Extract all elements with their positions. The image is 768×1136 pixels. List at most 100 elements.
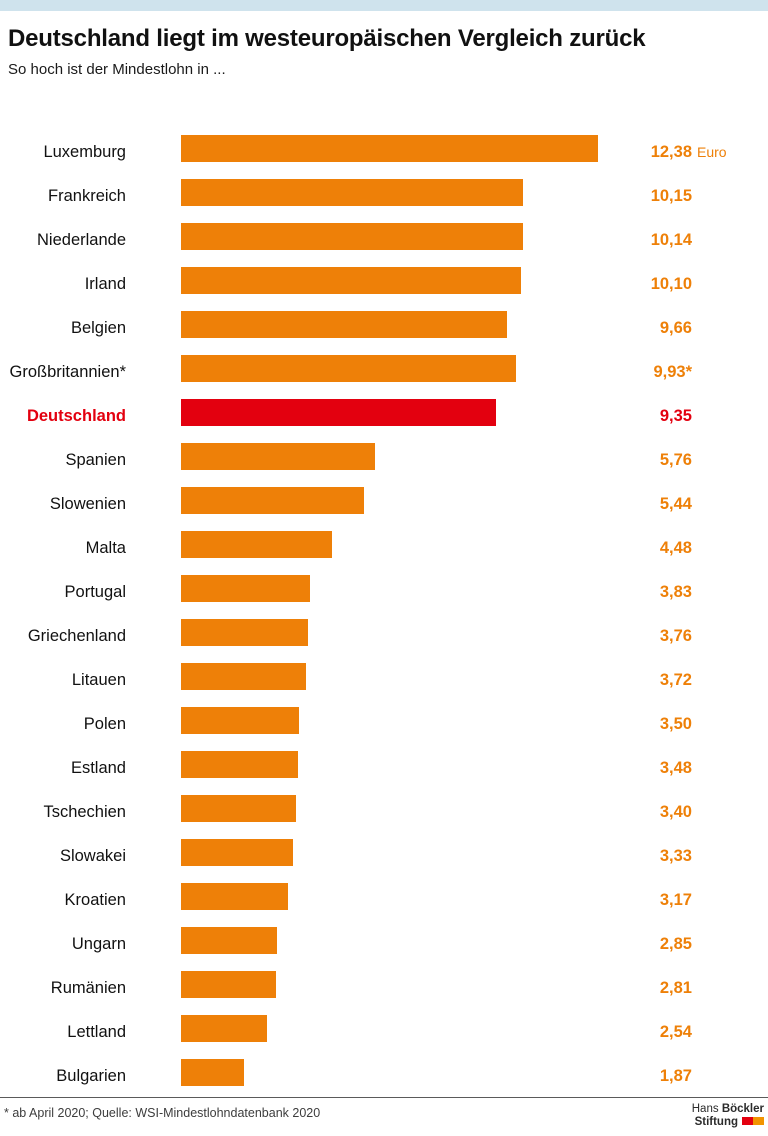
bar-track bbox=[181, 922, 601, 966]
bar-row: Rumänien 2,81 bbox=[0, 966, 768, 1010]
bar-row-label: Lettland bbox=[67, 1023, 126, 1041]
bar-value-number: 9,66 bbox=[659, 319, 692, 337]
bar-value-label: 2,81 bbox=[640, 966, 768, 1010]
bar-value-label: 3,40 bbox=[640, 790, 768, 834]
bar-row: Litauen 3,72 bbox=[0, 658, 768, 702]
bar-row: Portugal 3,83 bbox=[0, 570, 768, 614]
bar-row-label: Luxemburg bbox=[43, 143, 126, 161]
bar-row: Niederlande 10,14 bbox=[0, 218, 768, 262]
bar-value-number: 2,81 bbox=[659, 979, 692, 997]
bar-value-number: 3,40 bbox=[659, 803, 692, 821]
bar-row: Luxemburg 12,38 Euro bbox=[0, 130, 768, 174]
bar-value-number: 9,93* bbox=[653, 363, 692, 381]
bar-value-number: 5,44 bbox=[659, 495, 692, 513]
bar-track bbox=[181, 570, 601, 614]
bar bbox=[181, 795, 296, 822]
bar-row-label: Ungarn bbox=[71, 935, 126, 953]
bar-value-unit: Euro bbox=[697, 144, 727, 160]
bar bbox=[181, 531, 332, 558]
bar-row: Belgien 9,66 bbox=[0, 306, 768, 350]
bar-row: Kroatien 3,17 bbox=[0, 878, 768, 922]
bar-value-label: 10,15 bbox=[640, 174, 768, 218]
bar-value-number: 1,87 bbox=[659, 1067, 692, 1085]
bar-row-label: Malta bbox=[85, 539, 126, 557]
bar-row-label: Portugal bbox=[64, 583, 126, 601]
bar-value-label: 5,44 bbox=[640, 482, 768, 526]
bar bbox=[181, 1015, 267, 1042]
bar-value-number: 3,83 bbox=[659, 583, 692, 601]
logo-line-2: Stiftung bbox=[692, 1116, 764, 1129]
bar-value-number: 3,72 bbox=[659, 671, 692, 689]
bar-value-label: 3,72 bbox=[640, 658, 768, 702]
bar-value-label: 9,66 bbox=[640, 306, 768, 350]
bar-track bbox=[181, 834, 601, 878]
bar-value-number: 9,35 bbox=[659, 407, 692, 425]
bar bbox=[181, 927, 278, 954]
logo-line-1: Hans Böckler bbox=[692, 1103, 764, 1116]
hans-boeckler-stiftung-logo: Hans Böckler Stiftung bbox=[692, 1103, 764, 1129]
bar-track bbox=[181, 1054, 601, 1098]
bar-value-label: 5,76 bbox=[640, 438, 768, 482]
bar-row-label: Slowakei bbox=[59, 847, 126, 865]
bar-value-label: 3,17 bbox=[640, 878, 768, 922]
bar bbox=[181, 575, 311, 602]
bar-value-number: 3,48 bbox=[659, 759, 692, 777]
logo-stiftung-text: Stiftung bbox=[694, 1116, 738, 1128]
bar-track bbox=[181, 702, 601, 746]
bar bbox=[181, 355, 516, 382]
bar-track bbox=[181, 174, 601, 218]
bar bbox=[181, 971, 276, 998]
bar-row: Estland 3,48 bbox=[0, 746, 768, 790]
bar bbox=[181, 751, 299, 778]
bar-value-number: 10,15 bbox=[650, 187, 692, 205]
bar-value-number: 3,33 bbox=[659, 847, 692, 865]
bar-row-label: Tschechien bbox=[43, 803, 126, 821]
bar-row: Griechenland 3,76 bbox=[0, 614, 768, 658]
bar-row: Malta 4,48 bbox=[0, 526, 768, 570]
bar-value-label: 1,87 bbox=[640, 1054, 768, 1098]
bar-value-number: 3,17 bbox=[659, 891, 692, 909]
bar-chart: Luxemburg 12,38 Euro Frankreich 10,15 Niederl… bbox=[0, 130, 768, 1086]
bar-track bbox=[181, 658, 601, 702]
bar-row-label: Deutschland bbox=[26, 407, 126, 425]
bar-track bbox=[181, 746, 601, 790]
bar-row-label: Kroatien bbox=[64, 891, 126, 909]
footer-divider bbox=[0, 1097, 768, 1098]
bar bbox=[181, 839, 294, 866]
bar-track bbox=[181, 966, 601, 1010]
bar-value-label: 2,54 bbox=[640, 1010, 768, 1054]
bar-row-label: Rumänien bbox=[50, 979, 126, 997]
bar-row: Slowakei 3,33 bbox=[0, 834, 768, 878]
chart-header: Deutschland liegt im westeuropäischen Ve… bbox=[8, 24, 760, 79]
bar bbox=[181, 883, 288, 910]
bar-row-label: Frankreich bbox=[48, 187, 126, 205]
bar bbox=[181, 707, 299, 734]
bar-row: Großbritannien* 9,93* bbox=[0, 350, 768, 394]
bar bbox=[181, 179, 524, 206]
bar bbox=[181, 399, 497, 426]
bar-track bbox=[181, 526, 601, 570]
bar-row-label: Slowenien bbox=[49, 495, 126, 513]
bar-value-label: 3,76 bbox=[640, 614, 768, 658]
bar bbox=[181, 135, 599, 162]
page-subtitle: So hoch ist der Mindestlohn in ... bbox=[8, 61, 226, 78]
bar-row: Frankreich 10,15 bbox=[0, 174, 768, 218]
bar-track bbox=[181, 394, 601, 438]
bar-row: Deutschland 9,35 bbox=[0, 394, 768, 438]
logo-hans-text: Hans bbox=[691, 1103, 719, 1115]
bar-value-label: 9,93* bbox=[640, 350, 768, 394]
bar-row-label: Irland bbox=[84, 275, 126, 293]
bar-value-number: 3,50 bbox=[659, 715, 692, 733]
bar-track bbox=[181, 614, 601, 658]
top-accent-bar bbox=[0, 0, 768, 11]
bar-track bbox=[181, 218, 601, 262]
bar-value-label: 3,48 bbox=[640, 746, 768, 790]
bar-row: Bulgarien 1,87 bbox=[0, 1054, 768, 1098]
bar-value-label: 3,33 bbox=[640, 834, 768, 878]
bar-value-label: 4,48 bbox=[640, 526, 768, 570]
bar-row-label: Spanien bbox=[65, 451, 126, 469]
bar-value-number: 10,10 bbox=[650, 275, 692, 293]
bar-row-label: Großbritannien* bbox=[9, 363, 126, 381]
bar-value-number: 4,48 bbox=[659, 539, 692, 557]
bar-row: Polen 3,50 bbox=[0, 702, 768, 746]
